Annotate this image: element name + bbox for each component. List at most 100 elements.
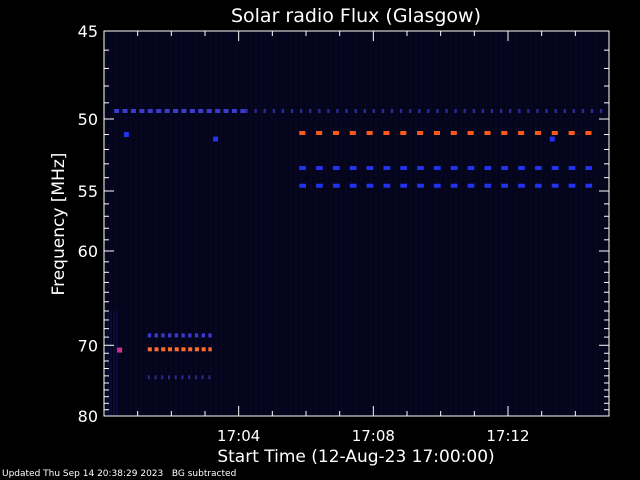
burst-dash (223, 109, 229, 113)
burst-dash (568, 131, 575, 136)
y-tick-label: 45 (78, 22, 98, 41)
burst-dash (481, 109, 485, 113)
burst-dash (551, 183, 559, 188)
burst-dash (383, 131, 390, 136)
burst-dash (467, 131, 474, 136)
burst-dash (299, 109, 303, 113)
burst-dash (309, 109, 312, 113)
burst-dash (551, 166, 559, 171)
burst-dash (332, 131, 339, 136)
burst-dash (484, 183, 492, 188)
burst-dash (581, 109, 585, 113)
burst-dash (445, 109, 448, 113)
burst-spot (549, 136, 555, 142)
x-tick-label: 17:12 (486, 427, 529, 445)
burst-dash (327, 109, 330, 113)
burst-dash (167, 375, 170, 380)
burst-dash (161, 347, 166, 352)
background-noise-stripes (105, 31, 607, 416)
burst-dash (467, 183, 475, 188)
burst-dash (518, 183, 525, 188)
burst-dash (174, 333, 179, 338)
burst-dash (400, 166, 407, 171)
burst-dash (122, 109, 128, 113)
burst-dash (299, 166, 306, 171)
y-axis-label: Frequency [MHz] (49, 153, 69, 296)
burst-dash (518, 166, 525, 171)
burst-dash (551, 131, 558, 136)
burst-dash (599, 109, 603, 113)
burst-dash (349, 183, 357, 188)
burst-dash (201, 347, 206, 352)
burst-dash (433, 166, 441, 171)
burst-dash (208, 333, 212, 338)
burst-dash (501, 166, 508, 171)
burst-dash (372, 109, 376, 113)
burst-dash (436, 109, 439, 113)
burst-dash (400, 183, 407, 188)
burst-dash (164, 109, 170, 113)
y-tick-label: 50 (78, 110, 98, 129)
burst-dash (383, 183, 391, 188)
burst-dash (181, 347, 186, 352)
burst-dash (585, 131, 592, 136)
burst-dash (114, 109, 120, 113)
burst-dash (156, 109, 162, 113)
plot-frame (103, 30, 610, 417)
burst-dash (332, 183, 340, 188)
burst-spot (123, 132, 129, 138)
burst-dash (154, 375, 157, 380)
burst-dash (167, 333, 172, 338)
burst-dash (299, 131, 306, 136)
burst-dash (181, 375, 184, 380)
burst-dash (366, 183, 374, 188)
burst-dash (366, 131, 373, 136)
x-tick-label: 17:04 (217, 427, 260, 445)
burst-dash (454, 109, 457, 113)
burst-dash (254, 109, 257, 113)
burst-dash (354, 109, 357, 113)
burst-dash (167, 347, 173, 352)
burst-dash (534, 166, 542, 171)
burst-dash (433, 183, 441, 188)
burst-dash (585, 166, 593, 171)
burst-dash (450, 166, 458, 171)
burst-dash (188, 347, 193, 352)
y-tick-label: 80 (78, 407, 98, 426)
burst-dash (208, 347, 212, 352)
burst-dash (349, 131, 356, 136)
burst-dash (399, 109, 403, 113)
burst-dash (231, 109, 237, 113)
burst-dash (572, 109, 575, 113)
burst-dash (194, 347, 199, 352)
burst-spot (117, 347, 123, 353)
burst-dash (534, 183, 542, 188)
burst-dash (198, 109, 204, 113)
y-tick-label: 70 (78, 336, 98, 355)
burst-dash (383, 166, 391, 171)
burst-dash (173, 109, 179, 113)
chart-title: Solar radio Flux (Glasgow) (231, 5, 481, 27)
burst-dash (400, 131, 407, 136)
burst-dash (484, 131, 491, 136)
burst-dash (545, 109, 548, 113)
burst-dash (316, 166, 323, 171)
burst-dash (563, 109, 566, 113)
burst-dash (174, 375, 177, 380)
burst-dash (568, 183, 576, 188)
burst-spot (213, 136, 219, 142)
burst-dash (450, 183, 458, 188)
burst-dash (181, 333, 185, 338)
burst-dash (174, 347, 179, 352)
burst-dash (490, 109, 494, 113)
burst-dash (161, 333, 165, 338)
y-tick-label: 55 (78, 182, 98, 201)
burst-dash (139, 109, 145, 113)
burst-dash (154, 333, 158, 338)
burst-dash (409, 109, 412, 113)
burst-dash (345, 109, 348, 113)
burst-dash (501, 131, 508, 136)
burst-dash (418, 109, 421, 113)
burst-dash (417, 166, 424, 171)
